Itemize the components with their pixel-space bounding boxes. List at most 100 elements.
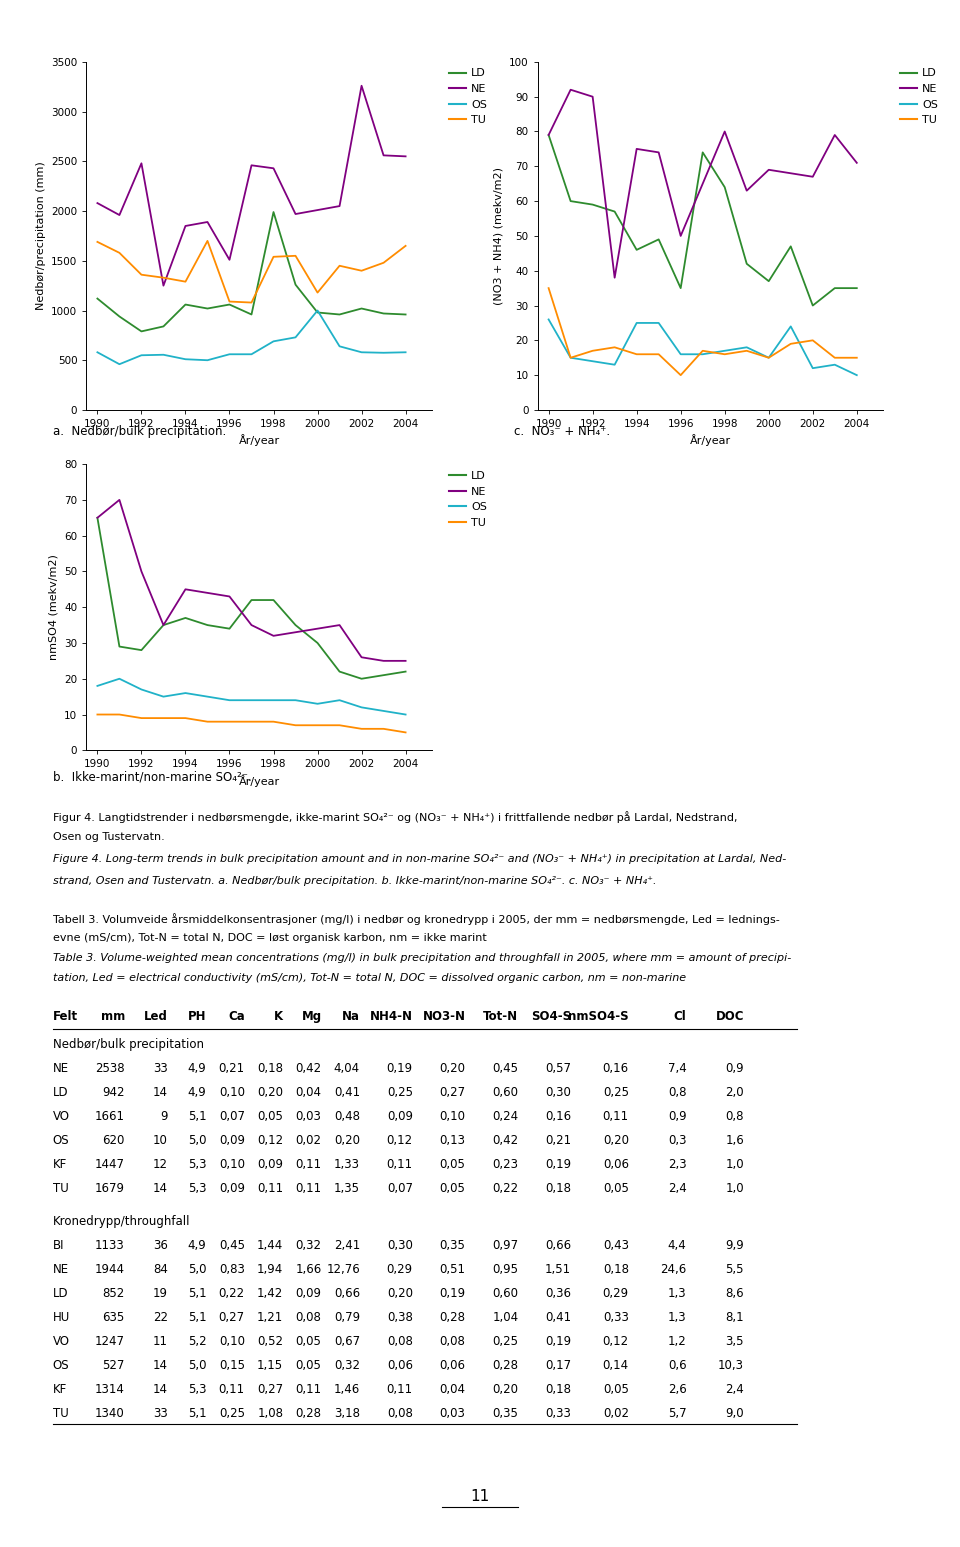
TU [334, 716, 346, 735]
X-axis label: År/year: År/year [239, 775, 279, 787]
Text: 0,3: 0,3 [668, 1134, 686, 1146]
NE [356, 76, 368, 94]
Text: 0,03: 0,03 [440, 1408, 466, 1420]
OS [334, 692, 346, 710]
Text: 0,21: 0,21 [545, 1134, 571, 1146]
Text: 0,05: 0,05 [440, 1182, 466, 1194]
Text: 1,94: 1,94 [257, 1264, 283, 1276]
NE [113, 490, 125, 509]
Line: OS: OS [97, 311, 405, 364]
OS [290, 692, 301, 710]
Text: 0,10: 0,10 [219, 1335, 245, 1349]
Text: Felt: Felt [53, 1010, 78, 1023]
Text: 0,25: 0,25 [387, 1086, 413, 1098]
Text: 19: 19 [153, 1287, 168, 1301]
NE [180, 580, 191, 599]
LD [91, 509, 103, 528]
LD [378, 305, 390, 323]
OS [609, 356, 620, 374]
Text: 5,1: 5,1 [188, 1111, 206, 1123]
Text: 0,28: 0,28 [296, 1408, 322, 1420]
Text: 4,9: 4,9 [187, 1063, 206, 1075]
OS [785, 317, 797, 336]
Text: c.  NO₃⁻ + NH₄⁺.: c. NO₃⁻ + NH₄⁺. [514, 425, 610, 438]
LD [829, 278, 841, 297]
Text: 33: 33 [154, 1408, 168, 1420]
Text: 9,9: 9,9 [725, 1239, 744, 1253]
TU [542, 278, 554, 297]
Text: 1,35: 1,35 [334, 1182, 360, 1194]
Text: NO3-N: NO3-N [422, 1010, 466, 1023]
LD [378, 665, 390, 684]
LD [851, 278, 862, 297]
Text: 0,09: 0,09 [296, 1287, 322, 1301]
Text: 12,76: 12,76 [326, 1264, 360, 1276]
Text: 1661: 1661 [95, 1111, 125, 1123]
Text: 0,19: 0,19 [387, 1063, 413, 1075]
Text: 0,27: 0,27 [219, 1312, 245, 1324]
LD [356, 299, 368, 317]
Text: 0,08: 0,08 [387, 1335, 413, 1349]
Text: 0,16: 0,16 [545, 1111, 571, 1123]
Text: TU: TU [53, 1182, 68, 1194]
Text: 10,3: 10,3 [718, 1360, 744, 1372]
NE [399, 147, 411, 166]
Legend: LD, NE, OS, TU: LD, NE, OS, TU [444, 467, 492, 532]
NE [224, 588, 235, 606]
NE [268, 627, 279, 645]
LD [763, 272, 775, 291]
LD [202, 616, 213, 634]
Text: 0,97: 0,97 [492, 1239, 518, 1253]
LD [807, 297, 819, 316]
Text: 14: 14 [153, 1182, 168, 1194]
LD [268, 203, 279, 221]
Text: 0,19: 0,19 [545, 1159, 571, 1171]
Text: 0,20: 0,20 [603, 1134, 629, 1146]
OS [378, 343, 390, 362]
Text: 11: 11 [470, 1488, 490, 1504]
Line: TU: TU [548, 288, 856, 376]
Text: 4,9: 4,9 [187, 1239, 206, 1253]
OS [91, 343, 103, 362]
LD [356, 670, 368, 688]
Text: 0,05: 0,05 [257, 1111, 283, 1123]
LD [334, 305, 346, 323]
NE [763, 161, 775, 179]
OS [356, 343, 368, 362]
Y-axis label: Nedbør/precipitation (mm): Nedbør/precipitation (mm) [36, 161, 45, 311]
Text: 1,0: 1,0 [726, 1182, 744, 1194]
Text: 0,02: 0,02 [603, 1408, 629, 1420]
TU [653, 345, 664, 364]
Text: 0,11: 0,11 [603, 1111, 629, 1123]
Text: 0,9: 0,9 [726, 1063, 744, 1075]
NE [290, 204, 301, 223]
Text: 0,20: 0,20 [440, 1063, 466, 1075]
NE [135, 155, 147, 173]
Text: 0,66: 0,66 [545, 1239, 571, 1253]
OS [356, 698, 368, 716]
Text: 4,4: 4,4 [667, 1239, 686, 1253]
OS [312, 695, 324, 713]
TU [268, 712, 279, 732]
TU [741, 342, 753, 360]
Text: 0,8: 0,8 [668, 1086, 686, 1098]
Text: 0,8: 0,8 [726, 1111, 744, 1123]
Text: Ca: Ca [228, 1010, 245, 1023]
Text: 0,45: 0,45 [219, 1239, 245, 1253]
LD [631, 241, 642, 260]
NE [631, 139, 642, 158]
OS [741, 339, 753, 357]
Text: 8,1: 8,1 [726, 1312, 744, 1324]
Text: 0,05: 0,05 [296, 1360, 322, 1372]
Text: 0,51: 0,51 [440, 1264, 466, 1276]
Text: NE: NE [53, 1063, 69, 1075]
Line: OS: OS [97, 679, 405, 715]
Text: 0,04: 0,04 [296, 1086, 322, 1098]
OS [719, 342, 731, 360]
Line: TU: TU [97, 715, 405, 732]
Text: 0,04: 0,04 [440, 1383, 466, 1397]
OS [378, 702, 390, 721]
OS [807, 359, 819, 377]
OS [653, 314, 664, 333]
Text: 0,16: 0,16 [603, 1063, 629, 1075]
